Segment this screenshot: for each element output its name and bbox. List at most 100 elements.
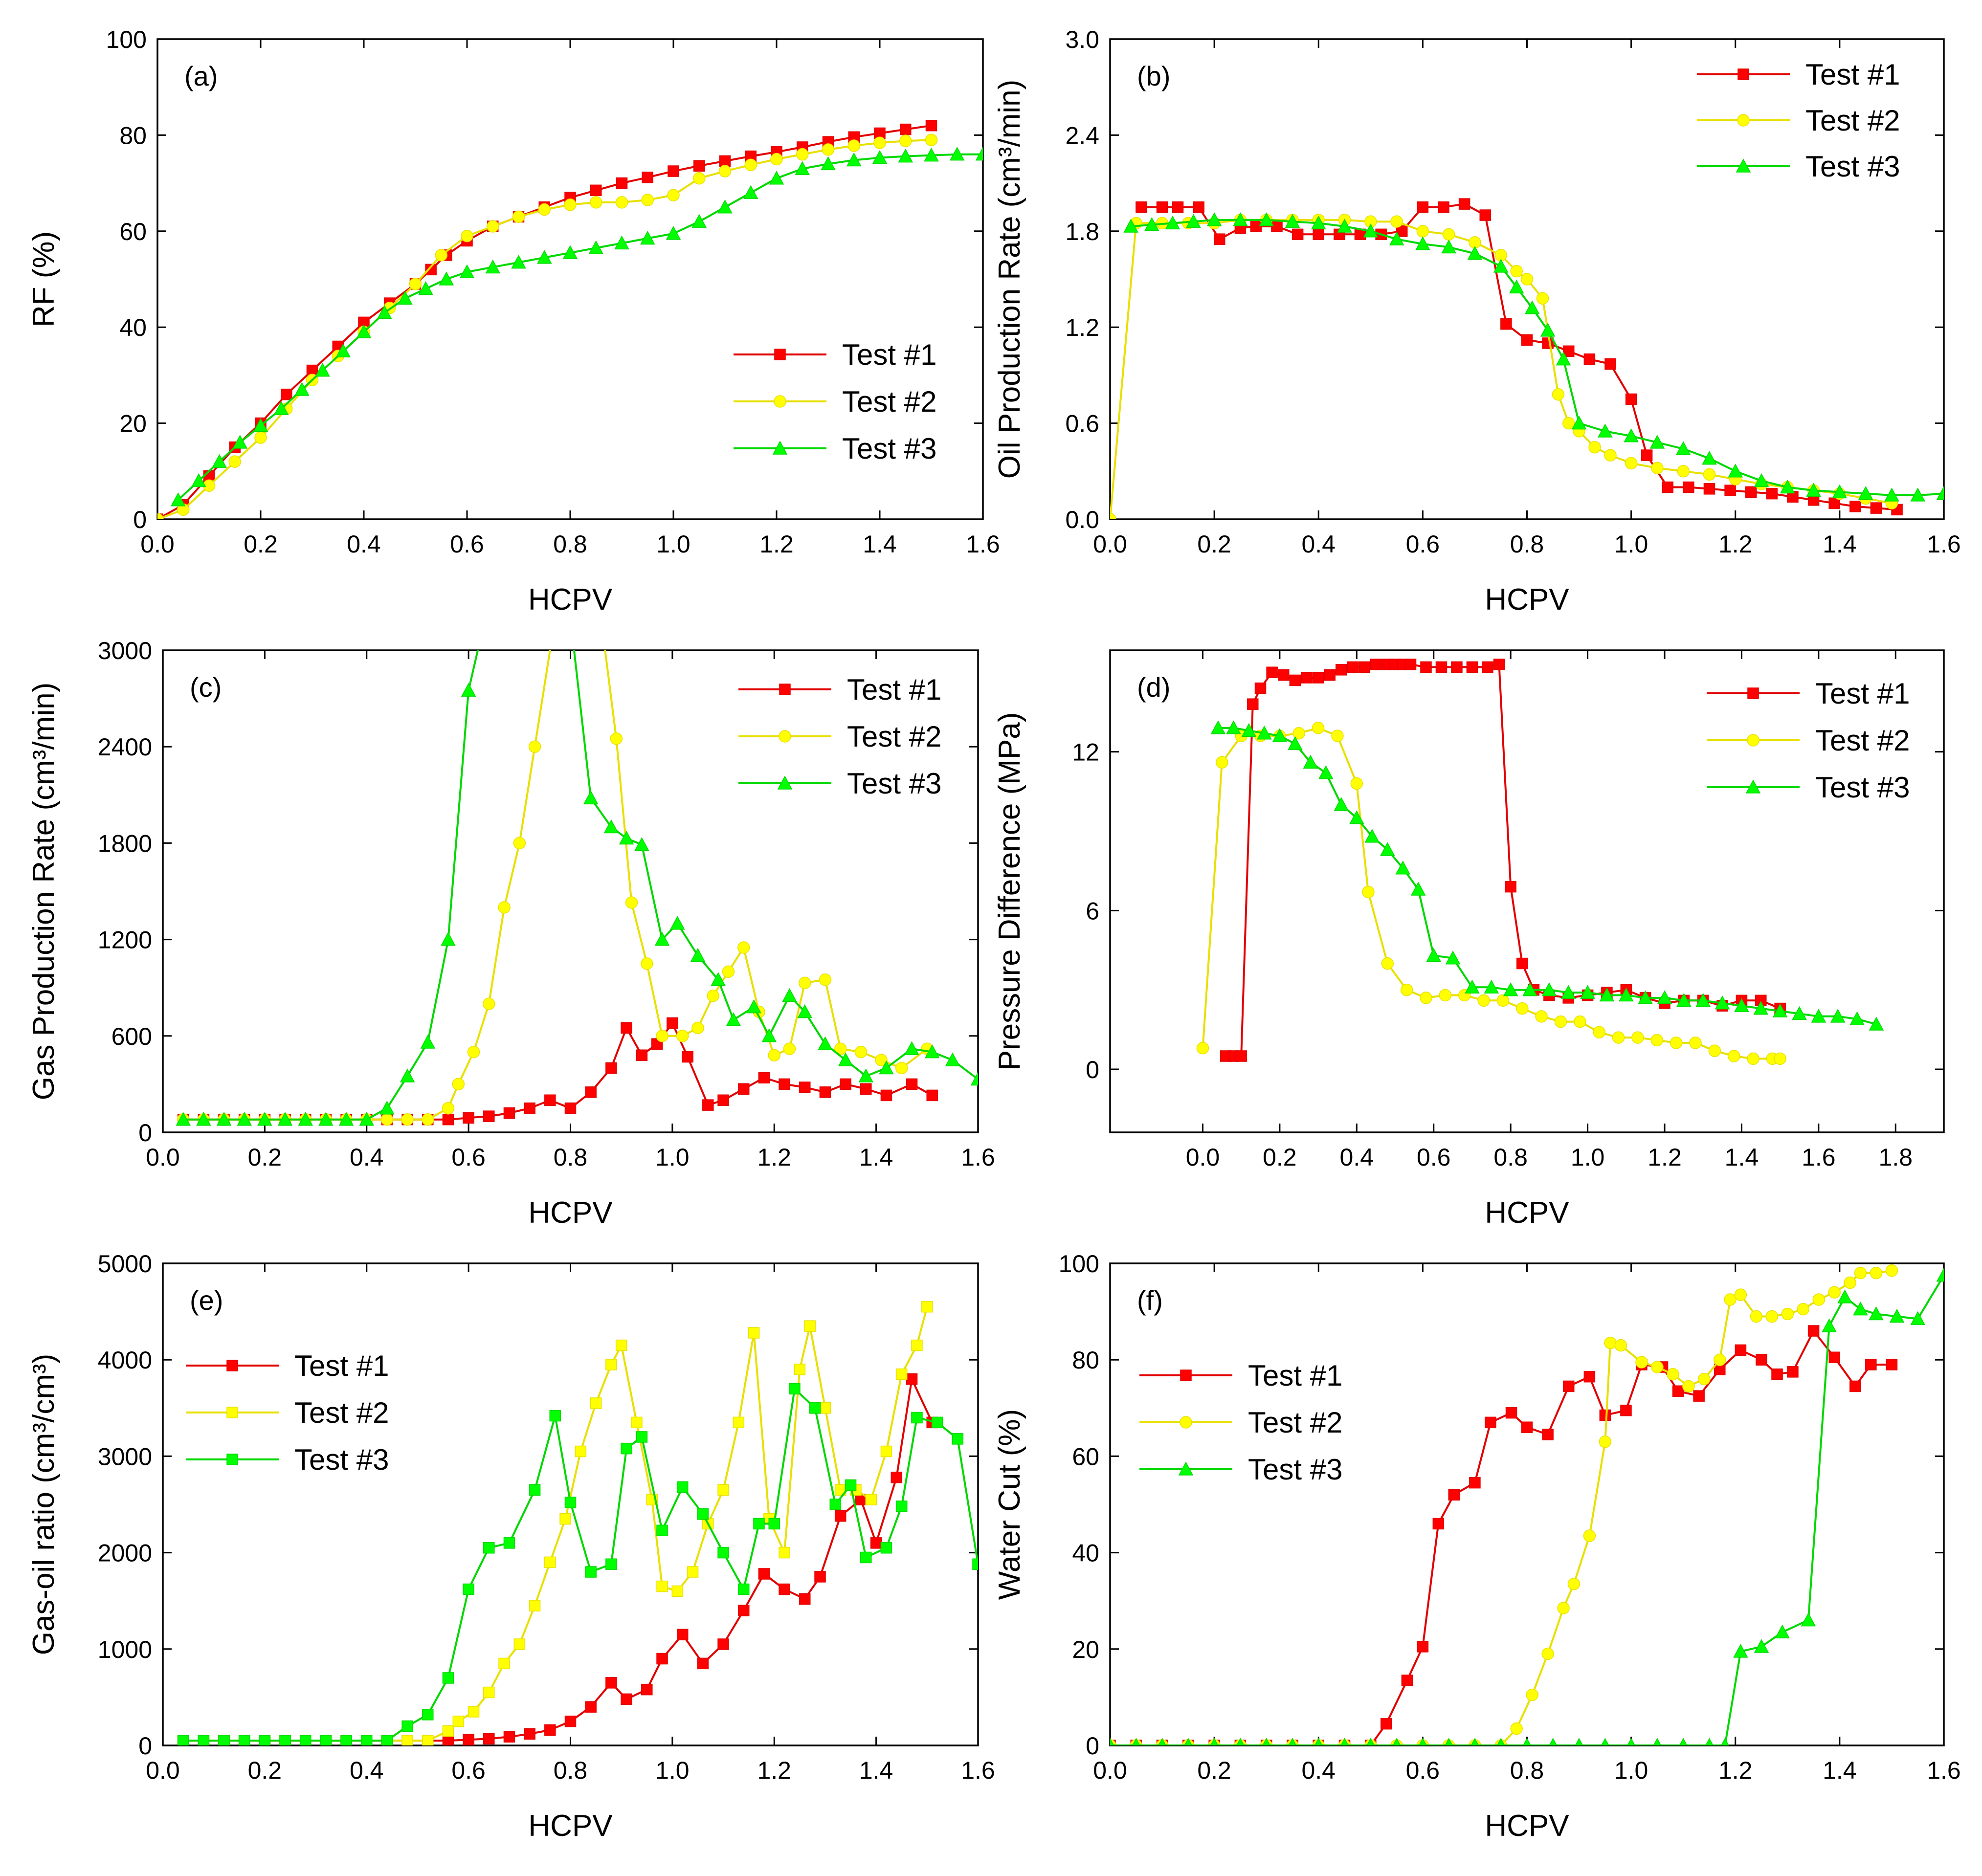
x-tick-label: 0.2 (248, 1757, 282, 1784)
x-tick-label: 1.4 (859, 1757, 893, 1784)
data-point (743, 185, 758, 199)
x-tick-label: 0.8 (554, 1144, 588, 1171)
data-point (779, 1078, 790, 1090)
data-point (614, 235, 629, 250)
data-point (564, 199, 577, 211)
data-point (544, 1556, 556, 1568)
data-point (1774, 1052, 1786, 1065)
series-test1 (1136, 198, 1903, 516)
data-point (737, 941, 750, 954)
data-point (1303, 754, 1318, 769)
x-tick-label: 1.2 (1718, 530, 1753, 558)
data-point (590, 196, 602, 209)
data-point (717, 1638, 729, 1650)
data-point (528, 740, 541, 753)
data-point (1598, 423, 1613, 438)
data-point (717, 199, 733, 214)
data-point (840, 1078, 851, 1090)
data-point (880, 1542, 892, 1554)
data-point (442, 1672, 454, 1684)
series-test2 (1110, 1264, 1898, 1745)
data-point (1292, 727, 1305, 740)
data-point (320, 1735, 332, 1745)
data-point (1250, 221, 1262, 232)
x-axis-title: HCPV (1485, 1196, 1569, 1230)
data-point (1627, 1738, 1636, 1745)
data-point (463, 1583, 474, 1595)
data-point (277, 1112, 293, 1126)
data-point (191, 473, 206, 487)
data-point (642, 172, 653, 183)
data-point (1625, 457, 1638, 470)
data-point (1505, 881, 1516, 893)
data-point (1865, 1359, 1877, 1370)
data-point (1467, 246, 1483, 260)
x-tick-label: 0.6 (451, 1144, 486, 1171)
data-point (634, 837, 649, 851)
data-point (1734, 998, 1749, 1012)
data-point (259, 1735, 271, 1745)
legend-label: Test #1 (847, 673, 941, 706)
data-point (783, 1042, 796, 1055)
data-point (487, 220, 499, 233)
data-point (452, 1078, 465, 1091)
data-point (1184, 1738, 1193, 1745)
data-point (1349, 810, 1364, 824)
panel-label: (c) (190, 672, 222, 703)
data-point (564, 1102, 577, 1114)
x-tick-label: 0.2 (1197, 530, 1231, 558)
data-point (1132, 1738, 1140, 1745)
data-point (1651, 462, 1664, 475)
data-point (1165, 215, 1180, 230)
series-test3 (177, 1383, 978, 1745)
data-point (1536, 292, 1549, 305)
data-point (176, 1112, 191, 1126)
data-point (924, 148, 939, 162)
y-tick-label: 20 (119, 410, 147, 438)
data-point (1311, 215, 1326, 230)
data-point (1886, 1359, 1898, 1370)
data-point (1144, 217, 1159, 231)
data-point (676, 1481, 689, 1493)
data-point (468, 1706, 480, 1718)
data-point (1156, 201, 1168, 213)
data-point (656, 1030, 668, 1042)
data-point (1123, 219, 1138, 233)
data-point (1560, 985, 1576, 999)
data-point (880, 1089, 892, 1102)
data-point (1347, 661, 1359, 673)
data-point (1247, 698, 1259, 710)
data-point (1812, 1293, 1825, 1306)
legend-marker (779, 730, 791, 743)
y-tick-label: 0 (133, 506, 147, 533)
data-point (380, 1113, 394, 1126)
data-point (1771, 1368, 1783, 1380)
chart-panel-b: 0.0 0.2 0.4 0.6 0.8 1.0 1.2 1.4 1.6 0.0 0.6 1.2 1.8 2… (993, 26, 1961, 617)
series-test3 (1110, 1268, 1944, 1745)
data-point (1599, 987, 1615, 1002)
data-point (524, 1728, 535, 1740)
data-point (338, 1112, 354, 1126)
data-point (621, 1693, 632, 1705)
data-point (690, 948, 706, 962)
data-point (711, 972, 726, 986)
y-axis-title: Water Cut (%) (993, 1409, 1026, 1600)
data-point (254, 431, 267, 444)
y-tick-label: 1.2 (1065, 314, 1099, 341)
data-point (789, 1383, 801, 1395)
legend-marker (1180, 1369, 1192, 1381)
data-point (1324, 669, 1336, 681)
data-point (697, 1508, 709, 1520)
data-point (1524, 300, 1540, 314)
data-point (538, 203, 551, 216)
data-point (1477, 994, 1490, 1007)
plot-frame (1109, 649, 1945, 1133)
data-point (1366, 1738, 1375, 1745)
data-point (1662, 481, 1673, 493)
data-point (1289, 674, 1301, 686)
series-test3 (176, 650, 978, 1126)
data-point (1724, 485, 1736, 496)
y-tick-label: 80 (119, 122, 147, 149)
x-tick-label: 0.0 (146, 1757, 180, 1784)
data-point (1574, 1015, 1586, 1028)
